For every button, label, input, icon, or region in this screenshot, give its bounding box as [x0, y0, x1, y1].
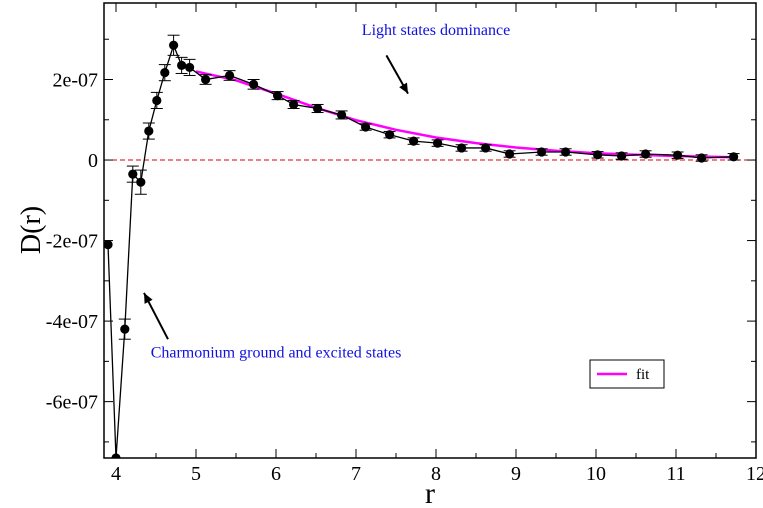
y-tick-label: 0 [88, 150, 98, 172]
x-tick-label: 4 [111, 463, 121, 485]
annotation-arrow-head [399, 82, 408, 94]
x-tick-label: 8 [431, 463, 441, 485]
data-point [433, 138, 443, 148]
x-tick-label: 12 [746, 463, 763, 485]
data-point [697, 153, 707, 163]
x-tick-label: 10 [586, 463, 606, 485]
data-point [561, 147, 571, 157]
plot-background [104, 3, 756, 458]
data-point [361, 122, 371, 132]
data-point [729, 152, 739, 162]
data-point [201, 74, 211, 85]
data-point [385, 130, 395, 140]
data-point [337, 110, 347, 120]
data-point [409, 136, 419, 146]
data-point [144, 126, 154, 136]
data-point [169, 40, 179, 50]
data-point [481, 143, 491, 153]
data-point [104, 239, 113, 250]
data-point [152, 95, 162, 106]
data-point [185, 62, 195, 73]
data-point [505, 149, 515, 159]
x-tick-label: 9 [511, 463, 521, 485]
y-tick-label: -4e-07 [46, 311, 98, 333]
data-point [673, 150, 683, 160]
fit-curve [195, 70, 733, 159]
data-point [313, 103, 323, 114]
data-point [537, 147, 547, 157]
data-point [120, 324, 130, 334]
x-axis-title: r [425, 477, 435, 508]
data-point [457, 143, 467, 153]
legend-fit-label: fit [636, 367, 650, 383]
data-point [641, 149, 651, 159]
legend: fit [589, 359, 665, 389]
data-point [249, 79, 259, 89]
data-point [177, 60, 187, 71]
data-point [128, 169, 138, 179]
data-point [225, 70, 235, 81]
data-point [160, 68, 170, 78]
x-tick-label: 11 [666, 463, 685, 485]
x-tick-label: 5 [191, 463, 201, 485]
data-point [617, 151, 627, 161]
data-point [593, 150, 603, 160]
y-tick-label: 2e-07 [52, 70, 98, 92]
annotation-label: Charmonium ground and excited states [151, 344, 402, 361]
plot-frame [103, 2, 757, 459]
y-tick-label: -6e-07 [46, 392, 98, 414]
annotation-arrow-head [144, 292, 153, 304]
y-tick-label: -2e-07 [46, 231, 98, 253]
data-point [273, 91, 283, 101]
y-axis-title: D(r) [16, 206, 47, 254]
data-point [289, 99, 299, 110]
data-point [136, 177, 146, 187]
x-tick-label: 7 [351, 463, 361, 485]
annotation-label: Light states dominance [362, 22, 510, 39]
x-tick-label: 6 [271, 463, 281, 485]
